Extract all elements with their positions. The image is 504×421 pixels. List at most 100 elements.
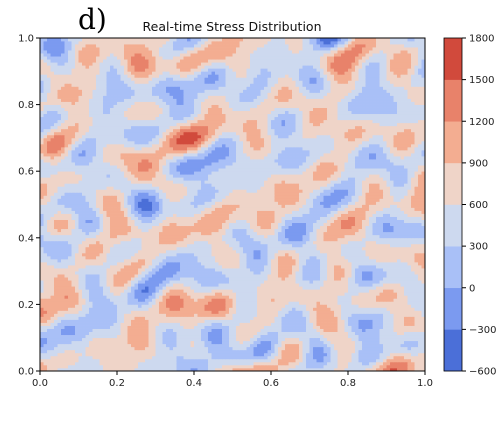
heatmap-cell bbox=[281, 262, 286, 266]
heatmap-cell bbox=[278, 262, 282, 266]
heatmap-cell bbox=[222, 271, 226, 275]
heatmap-cell bbox=[320, 301, 324, 305]
heatmap-cell bbox=[393, 277, 398, 281]
heatmap-cell bbox=[50, 328, 55, 332]
heatmap-cell bbox=[355, 367, 359, 372]
heatmap-cell bbox=[152, 231, 156, 236]
heatmap-cell bbox=[372, 352, 377, 357]
heatmap-cell bbox=[236, 280, 240, 284]
heatmap-cell bbox=[323, 328, 328, 332]
heatmap-cell bbox=[120, 349, 125, 354]
heatmap-cell bbox=[47, 310, 51, 314]
heatmap-cell bbox=[285, 292, 289, 296]
heatmap-cell bbox=[330, 367, 335, 372]
heatmap-cell bbox=[327, 295, 331, 299]
heatmap-cell bbox=[204, 319, 209, 323]
heatmap-cell bbox=[222, 286, 226, 290]
heatmap-cell bbox=[239, 289, 244, 293]
heatmap-cell bbox=[57, 265, 62, 269]
heatmap-cell bbox=[211, 355, 216, 360]
heatmap-cell bbox=[365, 283, 370, 287]
heatmap-cell bbox=[194, 361, 198, 366]
heatmap-cell bbox=[54, 343, 58, 348]
heatmap-cell bbox=[260, 283, 265, 287]
heatmap-cell bbox=[85, 355, 90, 360]
heatmap-cell bbox=[400, 286, 405, 290]
heatmap-cell bbox=[215, 271, 219, 275]
heatmap-cell bbox=[166, 265, 170, 269]
heatmap-cell bbox=[365, 271, 370, 275]
heatmap-cell bbox=[99, 292, 104, 296]
heatmap-cell bbox=[337, 358, 342, 363]
heatmap-cell bbox=[348, 307, 352, 311]
heatmap-cell bbox=[208, 277, 212, 281]
heatmap-cell bbox=[173, 271, 177, 275]
heatmap-cell bbox=[411, 258, 415, 263]
heatmap-cell bbox=[162, 289, 167, 293]
heatmap-cell bbox=[50, 325, 55, 329]
heatmap-cell bbox=[306, 322, 310, 326]
heatmap-cell bbox=[194, 283, 198, 287]
heatmap-cell bbox=[57, 231, 62, 236]
heatmap-cell bbox=[320, 322, 324, 326]
heatmap-cell bbox=[418, 358, 422, 363]
heatmap-cell bbox=[152, 255, 156, 260]
heatmap-cell bbox=[124, 355, 128, 360]
heatmap-cell bbox=[344, 307, 349, 311]
heatmap-cell bbox=[376, 364, 380, 369]
heatmap-cell bbox=[106, 304, 111, 308]
heatmap-cell bbox=[264, 289, 268, 293]
heatmap-cell bbox=[253, 268, 258, 272]
heatmap-cell bbox=[225, 243, 230, 248]
heatmap-cell bbox=[267, 352, 272, 357]
heatmap-cell bbox=[414, 255, 419, 260]
heatmap-cell bbox=[239, 265, 244, 269]
heatmap-cell bbox=[110, 319, 114, 323]
heatmap-cell bbox=[372, 322, 377, 326]
heatmap-cell bbox=[61, 316, 65, 320]
heatmap-cell bbox=[260, 322, 265, 326]
heatmap-cell bbox=[407, 325, 412, 329]
heatmap-cell bbox=[131, 349, 135, 354]
heatmap-cell bbox=[344, 313, 349, 317]
heatmap-cell bbox=[99, 328, 104, 332]
heatmap-cell bbox=[313, 352, 317, 357]
heatmap-cell bbox=[271, 289, 275, 293]
heatmap-cell bbox=[96, 358, 100, 363]
heatmap-cell bbox=[138, 349, 142, 354]
heatmap-cell bbox=[43, 337, 48, 342]
heatmap-cell bbox=[131, 346, 135, 351]
heatmap-cell bbox=[400, 262, 405, 266]
heatmap-cell bbox=[208, 240, 212, 245]
heatmap-cell bbox=[383, 325, 387, 329]
heatmap-cell bbox=[288, 271, 293, 275]
heatmap-cell bbox=[40, 361, 44, 366]
heatmap-cell bbox=[246, 358, 251, 363]
heatmap-cell bbox=[260, 262, 265, 266]
heatmap-cell bbox=[187, 258, 191, 263]
heatmap-cell bbox=[40, 331, 44, 336]
heatmap-cell bbox=[211, 283, 216, 287]
heatmap-cell bbox=[141, 349, 146, 354]
heatmap-cell bbox=[127, 337, 132, 342]
heatmap-cell bbox=[229, 334, 233, 339]
heatmap-cell bbox=[82, 265, 86, 269]
heatmap-cell bbox=[106, 274, 111, 278]
heatmap-cell bbox=[302, 310, 307, 314]
heatmap-cell bbox=[341, 252, 345, 257]
heatmap-cell bbox=[89, 337, 93, 342]
heatmap-cell bbox=[50, 292, 55, 296]
heatmap-cell bbox=[281, 364, 286, 369]
heatmap-cell bbox=[47, 249, 51, 254]
heatmap-cell bbox=[348, 349, 352, 354]
heatmap-cell bbox=[187, 237, 191, 242]
heatmap-cell bbox=[316, 274, 321, 278]
heatmap-cell bbox=[267, 277, 272, 281]
heatmap-cell bbox=[127, 304, 132, 308]
heatmap-cell bbox=[89, 292, 93, 296]
heatmap-cell bbox=[299, 310, 303, 314]
heatmap-cell bbox=[61, 304, 65, 308]
heatmap-cell bbox=[260, 361, 265, 366]
heatmap-cell bbox=[113, 249, 118, 254]
heatmap-cell bbox=[159, 331, 163, 336]
